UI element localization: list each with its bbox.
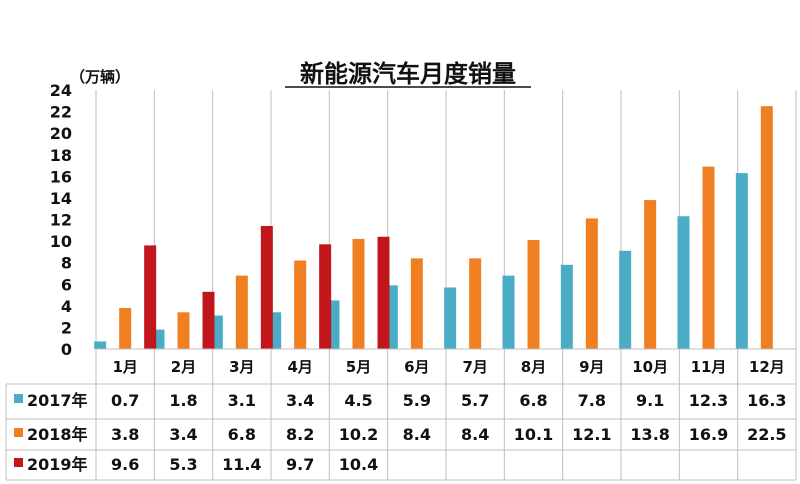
data-label: 3.4 <box>286 391 314 410</box>
x-tick-label: 8月 <box>521 358 546 376</box>
data-label: 16.9 <box>689 425 728 444</box>
data-label: 5.3 <box>169 455 197 474</box>
y-axis-unit-label: （万辆） <box>70 68 130 86</box>
data-label: 9.1 <box>636 391 664 410</box>
y-tick-label: 18 <box>50 146 72 165</box>
bar-2018年-10月 <box>644 200 657 349</box>
data-label: 8.4 <box>461 425 489 444</box>
legend-label: 2017年 <box>27 391 88 410</box>
bar-2018年-8月 <box>527 240 540 349</box>
bar-2017年-9月 <box>560 264 573 349</box>
data-label: 10.1 <box>514 425 553 444</box>
data-label: 0.7 <box>111 391 139 410</box>
y-tick-label: 0 <box>61 340 72 359</box>
bar-2017年-8月 <box>502 275 515 349</box>
bar-2018年-11月 <box>702 166 715 349</box>
x-tick-label: 1月 <box>112 358 137 376</box>
x-tick-label: 5月 <box>346 358 371 376</box>
data-label: 5.7 <box>461 391 489 410</box>
bar-2019年-1月 <box>144 245 157 349</box>
bar-2018年-2月 <box>177 312 190 349</box>
x-tick-label: 11月 <box>691 358 727 376</box>
bar-2019年-2月 <box>202 291 215 349</box>
bar-2017年-11月 <box>677 216 690 349</box>
bar-2018年-3月 <box>235 275 248 349</box>
bar-2018年-12月 <box>760 106 773 349</box>
data-label: 3.8 <box>111 425 139 444</box>
data-table: 1月 2月 3月 4月 5月 6月 7月 8月 9月 10月 11月 12月 2017年 0.7 1.8 3.… <box>5 348 796 481</box>
y-tick-label: 16 <box>50 167 72 186</box>
y-tick-label: 4 <box>61 297 72 316</box>
data-label: 22.5 <box>747 425 786 444</box>
bar-2019年-4月 <box>319 244 332 349</box>
y-tick-label: 20 <box>50 124 72 143</box>
y-tick-label: 22 <box>50 103 72 122</box>
data-label: 1.8 <box>169 391 197 410</box>
bar-2018年-4月 <box>294 260 307 349</box>
bar-2017年-10月 <box>619 250 632 349</box>
legend-swatch <box>14 428 23 437</box>
bar-2017年-12月 <box>735 173 748 349</box>
y-tick-label: 14 <box>50 189 72 208</box>
chart-title: 新能源汽车月度销量 <box>300 60 516 88</box>
data-label: 10.2 <box>339 425 378 444</box>
data-label: 13.8 <box>630 425 669 444</box>
bars <box>94 106 773 349</box>
data-label: 8.4 <box>403 425 431 444</box>
x-tick-label: 2月 <box>171 358 196 376</box>
legend-label: 2019年 <box>27 455 88 474</box>
x-tick-label: 6月 <box>404 358 429 376</box>
bar-2019年-3月 <box>260 225 273 349</box>
data-label: 10.4 <box>339 455 378 474</box>
data-label: 9.6 <box>111 455 139 474</box>
bar-2018年-9月 <box>585 218 598 349</box>
y-tick-label: 6 <box>61 275 72 294</box>
y-tick-label: 24 <box>50 81 72 100</box>
data-label: 16.3 <box>747 391 786 410</box>
bar-2017年-7月 <box>444 287 457 349</box>
data-label: 3.1 <box>228 391 256 410</box>
bar-2018年-6月 <box>410 258 423 349</box>
bar-2018年-5月 <box>352 238 365 349</box>
y-tick-label: 12 <box>50 211 72 230</box>
bar-2019年-5月 <box>377 236 390 349</box>
data-label: 8.2 <box>286 425 314 444</box>
data-label: 7.8 <box>578 391 606 410</box>
bar-2018年-1月 <box>119 307 132 349</box>
data-label: 5.9 <box>403 391 431 410</box>
y-tick-label: 2 <box>61 318 72 337</box>
data-label: 12.3 <box>689 391 728 410</box>
data-label: 6.8 <box>228 425 256 444</box>
data-label: 6.8 <box>519 391 547 410</box>
x-tick-label: 9月 <box>579 358 604 376</box>
legend-swatch <box>14 394 23 403</box>
x-tick-label: 12月 <box>749 358 785 376</box>
y-tick-label: 10 <box>50 232 72 251</box>
data-label: 12.1 <box>572 425 611 444</box>
data-label: 4.5 <box>344 391 372 410</box>
data-label: 3.4 <box>169 425 197 444</box>
bar-2018年-7月 <box>469 258 482 349</box>
x-tick-label: 7月 <box>462 358 487 376</box>
data-label: 11.4 <box>222 455 261 474</box>
bar-2017年-1月 <box>94 341 107 349</box>
y-tick-label: 8 <box>61 254 72 273</box>
x-tick-label: 3月 <box>229 358 254 376</box>
x-tick-label: 10月 <box>632 358 668 376</box>
legend-label: 2018年 <box>27 425 88 444</box>
x-tick-label: 4月 <box>287 358 312 376</box>
grid <box>95 90 797 480</box>
legend-swatch <box>14 458 23 467</box>
data-label: 9.7 <box>286 455 314 474</box>
